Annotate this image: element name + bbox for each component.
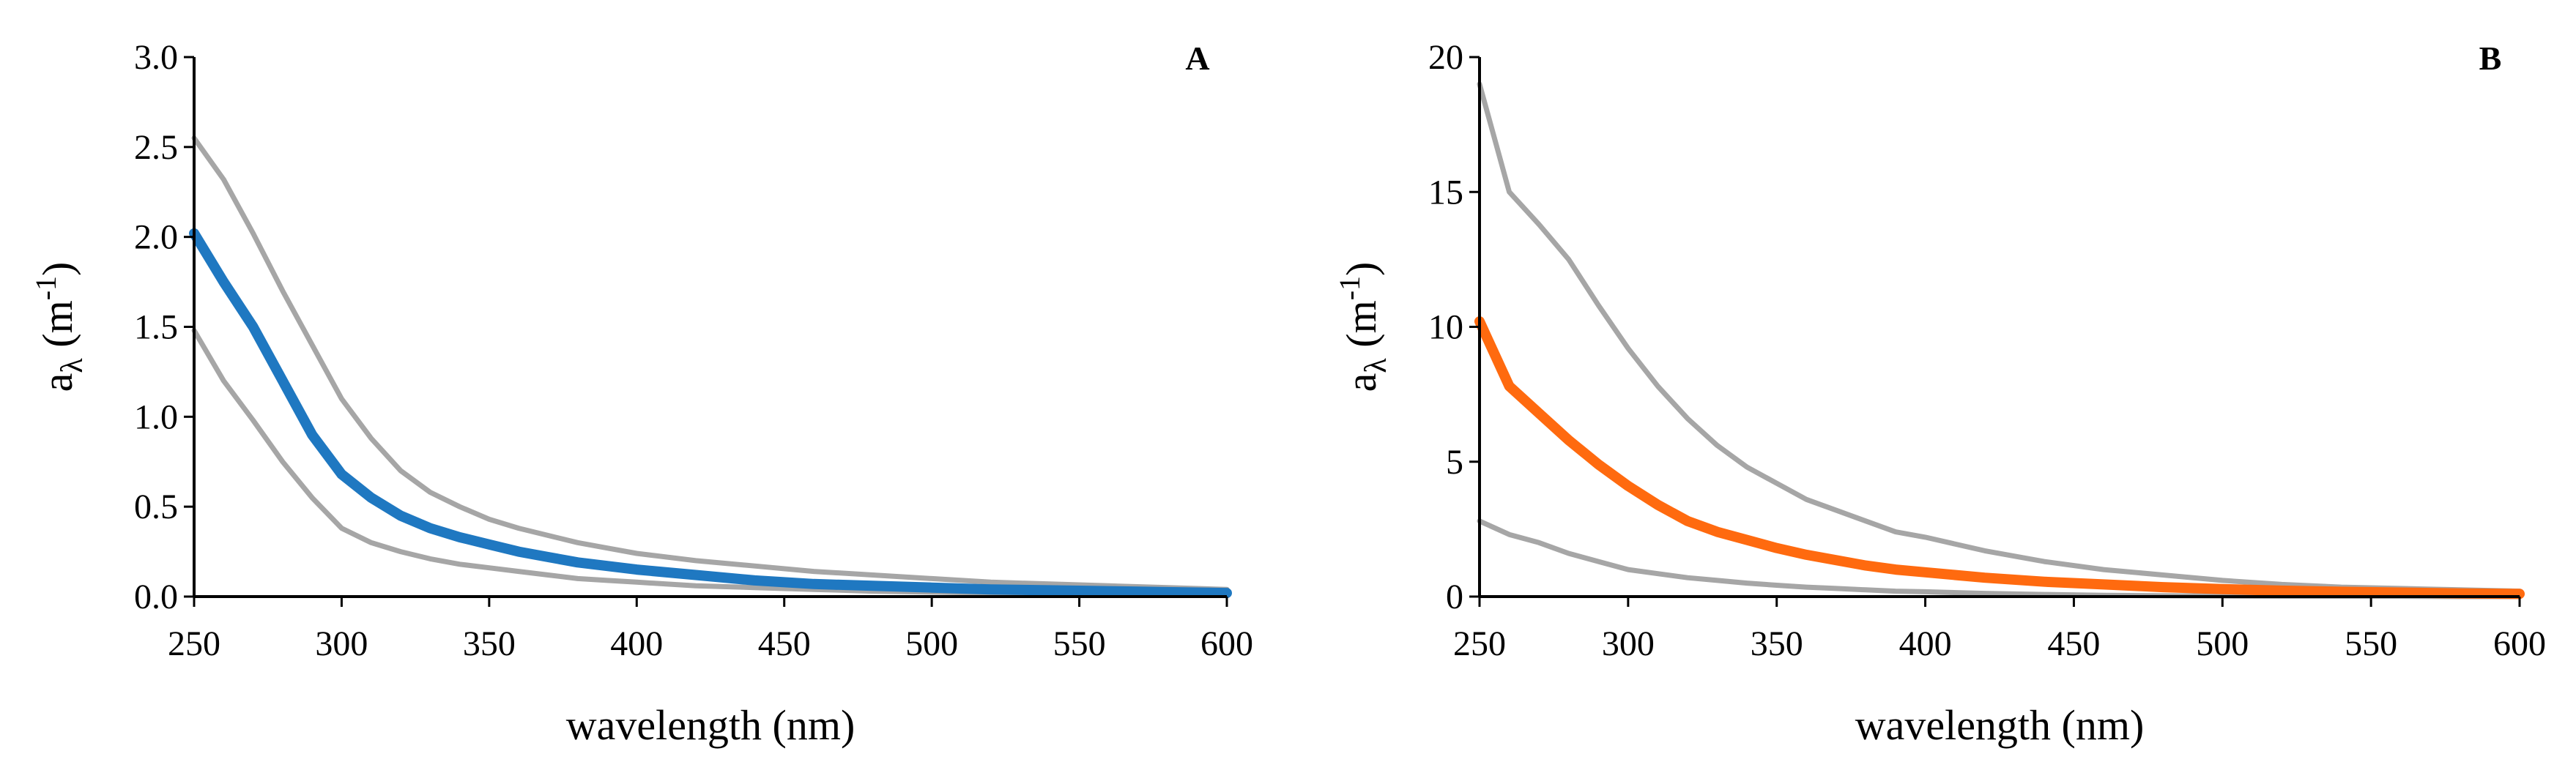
x-tick-label: 250 [1453, 624, 1506, 663]
y-tick-label: 20 [1428, 38, 1463, 77]
series-line-lower [191, 327, 1230, 597]
x-axis-title: wavelength (nm) [566, 701, 855, 749]
y-axis-title-close: ) [34, 262, 81, 276]
series-line-upper [1477, 81, 2523, 594]
y-tick-label: 0.0 [134, 578, 178, 616]
y-tick-label: 15 [1428, 173, 1463, 212]
x-tick-label: 450 [758, 624, 811, 663]
x-tick-label: 350 [1751, 624, 1803, 663]
y-tick-label: 10 [1428, 308, 1463, 347]
y-axis-title-main: a [34, 373, 81, 392]
panel-label: A [1185, 40, 1209, 77]
y-tick-label: 1.5 [134, 308, 178, 347]
y-tick-label: 5 [1446, 443, 1463, 482]
y-tick-label: 2.5 [134, 128, 178, 167]
y-tick-label: 0 [1446, 578, 1463, 616]
y-axis-title-close: ) [1337, 262, 1385, 276]
x-axis-title: wavelength (nm) [1855, 701, 2145, 749]
y-tick-label: 0.5 [134, 488, 178, 526]
y-axis-title: aλ (m-1) [1333, 262, 1393, 392]
x-tick-label: 550 [1053, 624, 1106, 663]
series-line-upper [191, 135, 1230, 592]
panel-label: B [2479, 40, 2502, 77]
x-tick-label: 300 [315, 624, 368, 663]
x-tick-label: 400 [610, 624, 663, 663]
x-tick-label: 600 [1200, 624, 1253, 663]
x-tick-label: 400 [1899, 624, 1952, 663]
y-axis-title-main: a [1337, 373, 1385, 392]
x-tick-label: 500 [2196, 624, 2249, 663]
x-tick-label: 450 [2047, 624, 2100, 663]
y-axis-title: aλ (m-1) [29, 262, 89, 392]
y-axis-title-unit: (m [1337, 300, 1385, 358]
x-tick-label: 300 [1602, 624, 1655, 663]
x-tick-label: 350 [463, 624, 516, 663]
series-line-mean [1474, 316, 2525, 600]
y-axis-title-unit: (m [34, 300, 81, 358]
y-axis-title-sup: -1 [1333, 276, 1366, 300]
y-tick-label: 2.0 [134, 218, 178, 257]
y-tick-label: 3.0 [134, 38, 178, 77]
series-line-mean [189, 228, 1232, 599]
y-axis-title-sub: λ [1359, 358, 1393, 373]
x-tick-label: 550 [2345, 624, 2397, 663]
x-tick-label: 600 [2493, 624, 2546, 663]
x-tick-label: 250 [168, 624, 220, 663]
chart-panel-a: 0.0 0.5 1.0 1.5 2.0 2.5 3.0 250 300 350 400 450 500 5… [29, 38, 1253, 749]
y-tick-label: 1.0 [134, 397, 178, 436]
y-axis-title-sub: λ [56, 358, 89, 373]
y-axis-title-sup: -1 [29, 276, 62, 300]
chart-panel-b: 0 5 10 15 20 250 300 350 400 450 500 550 600 waveleng… [1333, 38, 2546, 749]
x-tick-label: 500 [905, 624, 958, 663]
